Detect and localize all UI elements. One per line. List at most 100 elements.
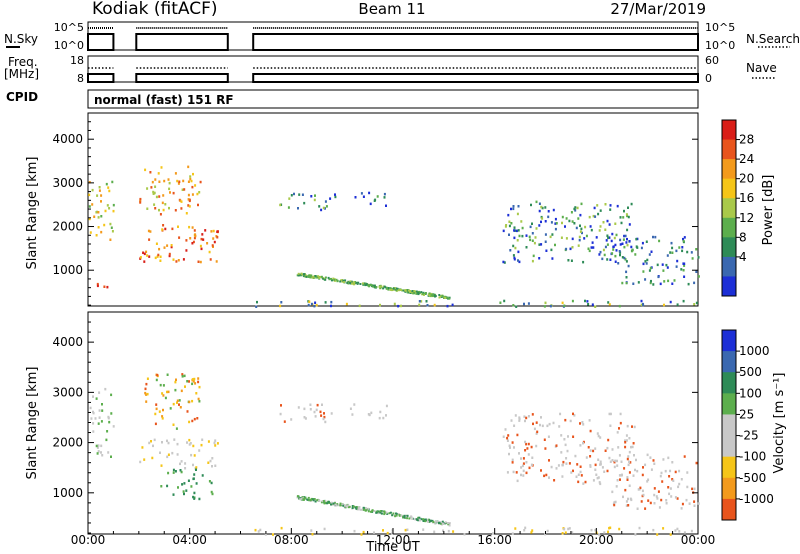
range-cell: [313, 304, 316, 308]
range-cell: [298, 193, 301, 196]
range-cell: [580, 474, 583, 477]
range-cell: [324, 502, 327, 505]
noise-panel: N.Sky 10^5 10^0 N.Search 10^5 10^0: [4, 21, 800, 52]
range-cell: [193, 491, 196, 495]
range-cell: [683, 455, 686, 458]
range-cell: [675, 249, 678, 253]
range-cell: [610, 239, 613, 243]
range-cell: [318, 499, 321, 502]
range-cell: [613, 503, 616, 507]
range-cell: [528, 466, 531, 470]
range-cell: [567, 259, 570, 262]
range-cell: [365, 507, 368, 510]
range-cell: [339, 280, 342, 283]
range-cell: [540, 469, 542, 472]
range-cell: [506, 436, 509, 440]
range-cell: [653, 493, 656, 497]
range-cell: [616, 204, 619, 208]
range-cell: [208, 480, 211, 483]
range-cell: [520, 473, 522, 477]
range-cell: [571, 246, 574, 249]
range-cell: [624, 258, 627, 261]
range-cell: [320, 275, 323, 278]
range-cell: [175, 427, 178, 430]
range-cell: [581, 421, 584, 424]
range-cell: [189, 237, 192, 240]
range-cell: [563, 438, 566, 441]
range-cell: [379, 511, 382, 514]
range-cell: [187, 479, 190, 482]
range-cell: [634, 253, 637, 256]
colorbar-tick-label: 28: [739, 133, 754, 147]
range-cell: [359, 283, 362, 285]
range-cell: [111, 180, 114, 184]
range-cell: [393, 302, 396, 306]
range-cell: [314, 415, 317, 418]
range-cell: [535, 444, 538, 448]
range-cell: [630, 202, 633, 206]
range-cell: [297, 207, 299, 210]
range-cell: [162, 408, 164, 412]
range-cell: [384, 286, 387, 289]
range-cell: [357, 508, 360, 511]
range-cell: [417, 291, 420, 294]
range-cell: [264, 533, 267, 536]
x-tick-label: 00:00: [681, 533, 716, 547]
range-cell: [523, 302, 525, 306]
range-cell: [652, 235, 654, 239]
range-cell: [676, 497, 679, 500]
range-cell: [631, 425, 633, 428]
range-cell: [592, 479, 595, 482]
range-cell: [422, 528, 425, 531]
range-cell: [598, 481, 601, 484]
range-cell: [97, 422, 100, 425]
range-cell: [389, 288, 392, 291]
range-cell: [625, 281, 628, 285]
range-cell: [280, 404, 282, 407]
range-cell: [492, 532, 494, 535]
range-cell: [103, 223, 106, 227]
range-cell: [420, 300, 423, 303]
range-cell: [386, 531, 389, 535]
range-cell: [578, 235, 581, 239]
range-cell: [579, 470, 582, 474]
range-cell: [173, 438, 176, 441]
range-cell: [168, 252, 171, 256]
range-cell: [153, 203, 156, 206]
range-cell: [100, 420, 103, 423]
range-cell: [524, 419, 526, 423]
range-cell: [625, 439, 628, 442]
range-cell: [301, 273, 304, 276]
range-cell: [447, 522, 449, 524]
range-cell: [211, 457, 214, 460]
range-cell: [626, 476, 629, 479]
range-cell: [92, 410, 94, 414]
range-cell: [159, 259, 162, 262]
range-cell: [149, 171, 152, 174]
range-cell: [627, 206, 629, 209]
range-cell: [515, 471, 518, 474]
range-cell: [640, 299, 643, 303]
range-cell: [572, 469, 574, 473]
range-cell: [351, 505, 354, 507]
range-cell: [303, 416, 306, 419]
range-cell: [619, 216, 622, 219]
range-cell: [604, 203, 607, 206]
range-cell: [590, 228, 593, 232]
range-cell: [644, 278, 647, 281]
range-cell: [616, 459, 618, 463]
range-cell: [579, 213, 582, 217]
range-cell: [650, 250, 653, 253]
range-cell: [619, 412, 622, 416]
range-cell: [656, 263, 659, 267]
velocity-colorbar-label: Velocity [m s⁻¹]: [772, 373, 787, 474]
range-cell: [627, 215, 630, 219]
range-cell: [563, 527, 566, 531]
range-cell: [154, 422, 157, 426]
range-cell: [196, 192, 199, 196]
range-cell: [666, 266, 669, 269]
range-cell: [257, 530, 260, 533]
range-cell: [391, 514, 394, 517]
range-cell: [680, 268, 683, 271]
range-cell: [192, 477, 195, 480]
